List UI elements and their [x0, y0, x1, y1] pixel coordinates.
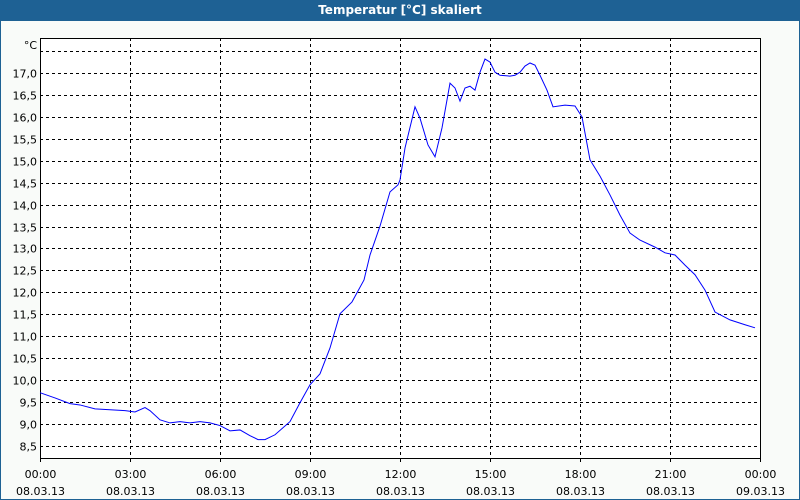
y-tick-label: 17,0 [13, 68, 38, 81]
x-tick-date: 08.03.13 [196, 485, 245, 498]
temperature-series [39, 58, 756, 441]
x-tick-date: 08.03.13 [556, 485, 605, 498]
x-tick-date: 08.03.13 [16, 485, 65, 498]
x-tick-date: 08.03.13 [286, 485, 335, 498]
x-tick-time: 21:00 [655, 468, 687, 481]
y-tick-label: 9,0 [20, 419, 38, 432]
y-tick-label: 13,5 [13, 222, 38, 235]
y-tick-label: 10,5 [13, 353, 38, 366]
y-tick-label: 15,5 [13, 134, 38, 147]
y-tick-label: 11,5 [13, 309, 38, 322]
y-axis-unit: °C [24, 39, 38, 52]
y-tick-label: 13,0 [13, 243, 38, 256]
x-tick-time: 06:00 [205, 468, 237, 481]
y-tick-label: 12,5 [13, 265, 38, 278]
y-tick-label: 12,0 [13, 287, 38, 300]
x-tick-date: 08.03.13 [466, 485, 515, 498]
window-title-bar: Temperatur [°C] skaliert [0, 0, 800, 21]
y-tick-label: 15,0 [13, 156, 38, 169]
x-tick-time: 09:00 [295, 468, 327, 481]
y-tick-label: 14,5 [13, 178, 38, 191]
plot-border [40, 38, 761, 459]
x-tick-date: 08.03.13 [106, 485, 155, 498]
x-tick-time: 00:00 [25, 468, 57, 481]
x-tick-date: 09.03.13 [736, 485, 785, 498]
x-tick-time: 15:00 [475, 468, 507, 481]
y-tick-label: 8,5 [20, 441, 38, 454]
y-tick-label: 10,0 [13, 375, 38, 388]
y-tick-label: 9,5 [20, 397, 38, 410]
y-tick-label: 16,0 [13, 112, 38, 125]
chart-title: Temperatur [°C] skaliert [318, 3, 482, 17]
y-tick-label: 11,0 [13, 331, 38, 344]
y-tick-label: 14,0 [13, 200, 38, 213]
x-tick-time: 18:00 [565, 468, 597, 481]
x-tick-time: 12:00 [385, 468, 417, 481]
y-tick-label: 16,5 [13, 90, 38, 103]
temperature-line [39, 58, 756, 441]
x-tick-time: 00:00 [745, 468, 777, 481]
x-tick-time: 03:00 [115, 468, 147, 481]
x-tick-date: 08.03.13 [646, 485, 695, 498]
x-tick-date: 08.03.13 [376, 485, 425, 498]
